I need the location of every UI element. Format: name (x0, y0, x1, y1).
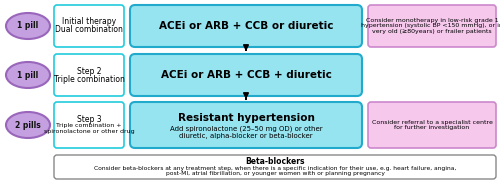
Text: ACEi or ARB + CCB or diuretic: ACEi or ARB + CCB or diuretic (159, 21, 333, 31)
Text: Triple combination +: Triple combination + (56, 124, 122, 128)
FancyBboxPatch shape (54, 102, 124, 148)
Ellipse shape (6, 112, 50, 138)
FancyBboxPatch shape (368, 102, 496, 148)
Text: Step 3: Step 3 (76, 114, 102, 124)
Ellipse shape (6, 13, 50, 39)
FancyBboxPatch shape (54, 5, 124, 47)
Text: 1 pill: 1 pill (18, 21, 38, 31)
Text: spironolactone or other drug: spironolactone or other drug (44, 130, 134, 134)
Text: 1 pill: 1 pill (18, 70, 38, 80)
Text: Resistant hypertension: Resistant hypertension (178, 113, 314, 123)
Text: Add spironolactone (25–50 mg OD) or other
diuretic, alpha-blocker or beta-blocke: Add spironolactone (25–50 mg OD) or othe… (170, 125, 322, 139)
Text: Consider beta-blockers at any treatment step, when there is a specific indicatio: Consider beta-blockers at any treatment … (94, 166, 456, 176)
Text: Triple combination: Triple combination (54, 74, 125, 84)
Text: Beta-blockers: Beta-blockers (245, 157, 305, 167)
FancyBboxPatch shape (130, 102, 362, 148)
Text: Consider referral to a specialist centre
for further investigation: Consider referral to a specialist centre… (372, 120, 492, 130)
Text: Dual combination: Dual combination (55, 25, 123, 35)
Text: ACEi or ARB + CCB + diuretic: ACEi or ARB + CCB + diuretic (160, 70, 332, 80)
Ellipse shape (6, 62, 50, 88)
Text: Consider monotherapy in low-risk grade 1
hypertension (systolic BP <150 mmHg), o: Consider monotherapy in low-risk grade 1… (361, 18, 500, 34)
Text: 2 pills: 2 pills (15, 120, 41, 130)
FancyBboxPatch shape (130, 5, 362, 47)
FancyBboxPatch shape (54, 54, 124, 96)
FancyBboxPatch shape (54, 155, 496, 179)
FancyBboxPatch shape (130, 54, 362, 96)
Text: Initial therapy: Initial therapy (62, 17, 116, 27)
Text: Step 2: Step 2 (77, 66, 101, 76)
FancyBboxPatch shape (368, 5, 496, 47)
